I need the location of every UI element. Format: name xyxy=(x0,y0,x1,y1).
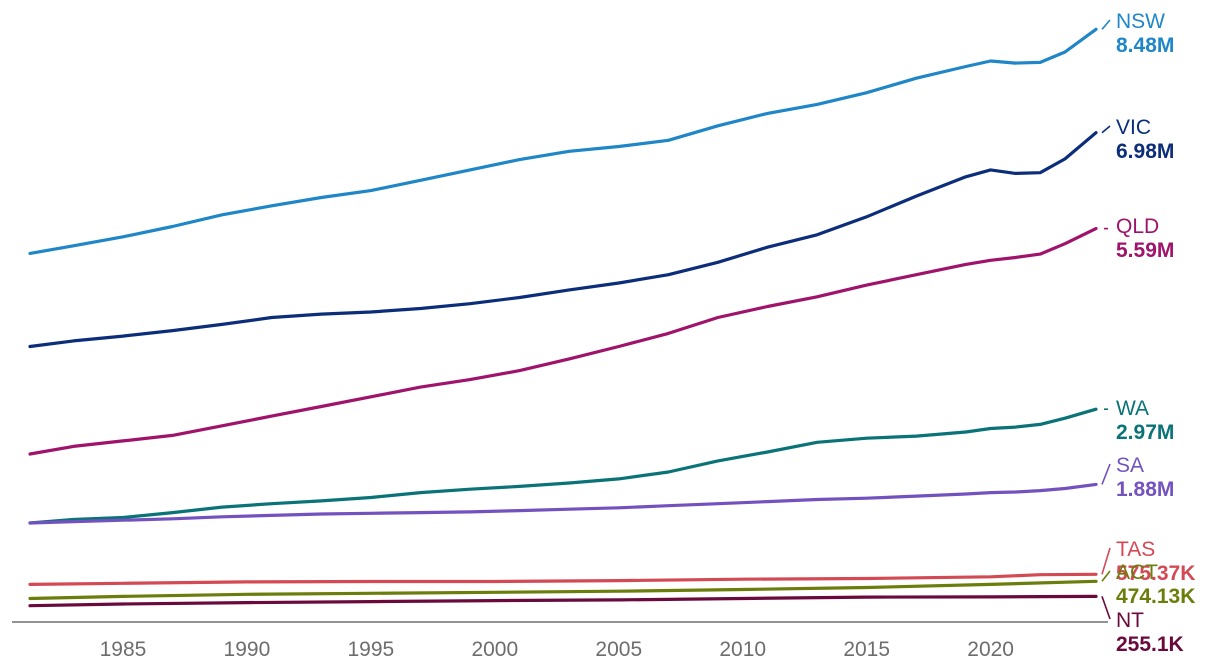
end-label-value-vic: 6.98M xyxy=(1116,140,1174,163)
series-lines xyxy=(28,27,1098,608)
end-label-name-qld: QLD xyxy=(1116,215,1159,238)
x-tick-label: 1995 xyxy=(348,638,395,661)
x-tick-label: 1985 xyxy=(100,638,147,661)
series-line-tas xyxy=(28,572,1098,586)
leader-line-act xyxy=(1101,570,1111,582)
leader-line-vic xyxy=(1101,125,1111,134)
leader-line-nsw xyxy=(1101,19,1111,30)
end-label-value-nt: 255.1K xyxy=(1116,633,1184,656)
end-label-name-nt: NT xyxy=(1116,609,1144,632)
x-tick-label: 2000 xyxy=(471,638,518,661)
end-label-name-vic: VIC xyxy=(1116,116,1151,139)
series-line-wa xyxy=(28,407,1098,525)
leader-line-sa xyxy=(1101,463,1111,485)
end-label-value-act: 474.13K xyxy=(1116,585,1195,608)
end-label-value-nsw: 8.48M xyxy=(1116,34,1174,57)
series-line-qld xyxy=(28,227,1098,456)
end-label-value-tas: 575.37K xyxy=(1116,562,1195,585)
x-tick-label: 2010 xyxy=(719,638,766,661)
series-line-vic xyxy=(28,131,1098,349)
series-line-sa xyxy=(28,482,1098,525)
series-line-nt xyxy=(28,594,1098,608)
series-line-nsw xyxy=(28,27,1098,255)
end-label-name-sa: SA xyxy=(1116,454,1144,477)
series-line-act xyxy=(28,579,1098,601)
end-label-name-wa: WA xyxy=(1116,397,1149,420)
end-label-value-sa: 1.88M xyxy=(1116,478,1174,501)
x-tick-label: 2015 xyxy=(843,638,890,661)
end-label-name-tas: TAS xyxy=(1116,538,1155,561)
leader-line-nt xyxy=(1101,596,1111,620)
leader-line-tas xyxy=(1101,547,1111,575)
end-label-name-nsw: NSW xyxy=(1116,10,1165,33)
x-tick-label: 2005 xyxy=(595,638,642,661)
end-label-name-act: ACT xyxy=(1116,561,1158,584)
x-axis: 1985 1990 1995 2000 2005 2010 2015 2020 xyxy=(12,621,1108,661)
end-label-value-wa: 2.97M xyxy=(1116,421,1174,444)
x-tick-label: 2020 xyxy=(967,638,1014,661)
end-label-value-qld: 5.59M xyxy=(1116,239,1174,262)
x-tick-label: 1990 xyxy=(224,638,271,661)
